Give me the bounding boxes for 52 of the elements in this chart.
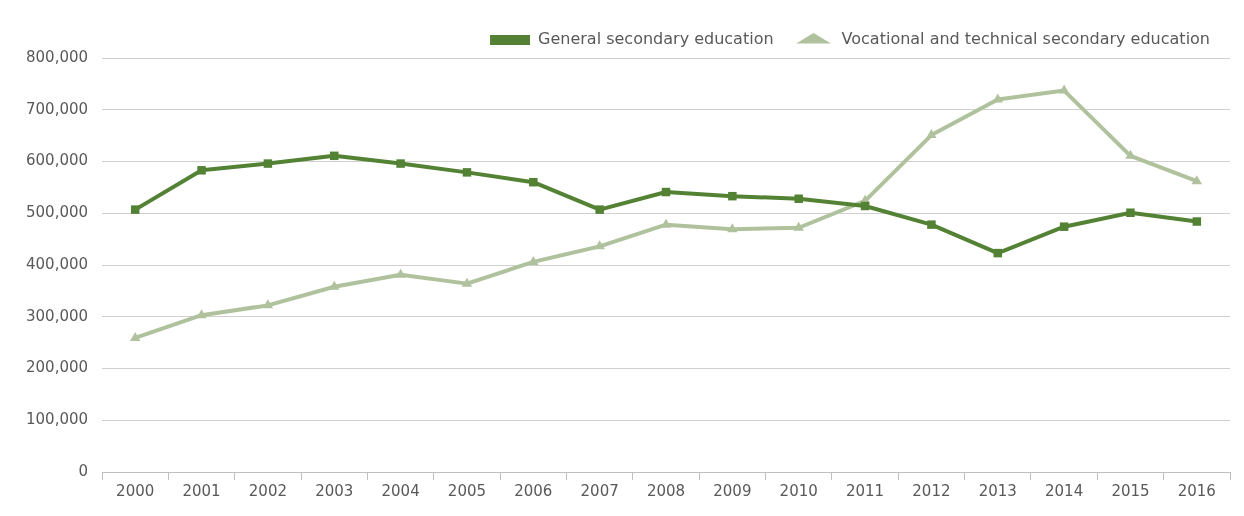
y-tick-label: 800,000 (26, 47, 89, 66)
point (1192, 217, 1202, 226)
point (728, 191, 737, 201)
point (1191, 175, 1203, 185)
y-tick-label: 0 (78, 461, 89, 480)
point (927, 220, 936, 229)
x-tick-label: 2007 (580, 481, 619, 500)
point (396, 159, 405, 168)
x-tick-label: 2009 (713, 481, 752, 500)
point (196, 309, 207, 319)
x-tick-label: 2013 (978, 481, 1017, 500)
point (1126, 208, 1135, 217)
point (529, 177, 538, 187)
legend-label: General secondary education (538, 29, 774, 49)
point (461, 277, 473, 287)
point (462, 168, 472, 177)
y-tick-label: 400,000 (26, 254, 89, 273)
x-tick-label: 2014 (1045, 481, 1084, 500)
x-tick-label: 2001 (182, 481, 221, 500)
y-tick-label: 100,000 (26, 410, 89, 429)
x-tick-label: 2016 (1177, 481, 1216, 500)
point (794, 194, 803, 203)
y-tick-label: 500,000 (26, 203, 89, 222)
point (595, 205, 604, 214)
point (130, 331, 141, 341)
point (395, 268, 406, 278)
point (330, 151, 339, 161)
point (926, 129, 937, 139)
point (263, 159, 273, 168)
x-tick-label: 2012 (912, 481, 951, 500)
x-tick-label: 2011 (845, 481, 885, 500)
x-tick-label: 2003 (315, 481, 354, 500)
x-tick-label: 2010 (779, 481, 818, 500)
x-tick-label: 2006 (514, 481, 553, 500)
point (1059, 222, 1069, 231)
x-tick-label: 2015 (1111, 481, 1150, 500)
x-tick-label: 2008 (646, 481, 686, 500)
point (793, 221, 804, 231)
x-tick-label: 2005 (447, 481, 487, 500)
point (1058, 84, 1070, 94)
y-tick-label: 600,000 (26, 151, 89, 170)
y-tick-label: 700,000 (26, 99, 89, 118)
point (130, 205, 140, 214)
x-tick-label: 2002 (248, 481, 287, 500)
point (262, 299, 274, 309)
point (197, 166, 206, 175)
x-tick-label: 2000 (116, 481, 155, 500)
x-tick-label: 2004 (381, 481, 420, 500)
y-tick-label: 300,000 (26, 306, 89, 325)
legend-label: Vocational and technical secondary education (841, 29, 1211, 49)
y-tick-label: 200,000 (26, 358, 89, 377)
point (727, 223, 738, 233)
